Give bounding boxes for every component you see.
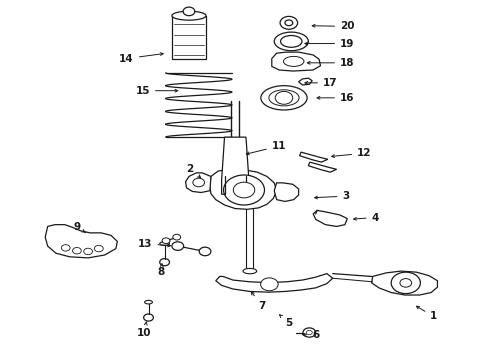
Text: 17: 17 bbox=[305, 78, 338, 88]
Text: 9: 9 bbox=[74, 222, 86, 233]
Polygon shape bbox=[299, 152, 328, 162]
Ellipse shape bbox=[269, 90, 299, 106]
Ellipse shape bbox=[160, 242, 170, 246]
Circle shape bbox=[173, 234, 181, 240]
Ellipse shape bbox=[261, 86, 307, 110]
Circle shape bbox=[306, 330, 312, 335]
Circle shape bbox=[233, 182, 255, 198]
Circle shape bbox=[160, 258, 170, 266]
Circle shape bbox=[275, 91, 293, 104]
Circle shape bbox=[391, 272, 420, 294]
Circle shape bbox=[280, 17, 297, 29]
Circle shape bbox=[162, 238, 170, 244]
Polygon shape bbox=[298, 78, 312, 85]
Polygon shape bbox=[372, 271, 438, 295]
Polygon shape bbox=[216, 274, 333, 292]
Text: 7: 7 bbox=[251, 292, 266, 311]
Text: 10: 10 bbox=[137, 322, 151, 338]
Circle shape bbox=[183, 7, 195, 16]
Text: 12: 12 bbox=[332, 148, 371, 158]
Text: 8: 8 bbox=[157, 264, 165, 277]
Ellipse shape bbox=[274, 32, 308, 51]
Text: 5: 5 bbox=[279, 315, 292, 328]
Ellipse shape bbox=[281, 36, 302, 47]
Circle shape bbox=[144, 314, 153, 321]
Circle shape bbox=[61, 245, 70, 251]
Polygon shape bbox=[274, 183, 298, 202]
Circle shape bbox=[172, 242, 184, 250]
Polygon shape bbox=[221, 137, 249, 194]
Text: 11: 11 bbox=[246, 141, 286, 155]
Text: 19: 19 bbox=[305, 39, 354, 49]
Text: 1: 1 bbox=[416, 306, 438, 321]
Polygon shape bbox=[172, 16, 206, 59]
Text: 2: 2 bbox=[187, 164, 200, 177]
Polygon shape bbox=[272, 52, 320, 71]
Ellipse shape bbox=[243, 269, 257, 274]
Polygon shape bbox=[210, 169, 277, 209]
Text: 13: 13 bbox=[138, 239, 171, 249]
Text: 3: 3 bbox=[315, 191, 350, 201]
Ellipse shape bbox=[172, 11, 206, 20]
Text: 6: 6 bbox=[302, 330, 319, 341]
Circle shape bbox=[84, 248, 93, 255]
Circle shape bbox=[285, 20, 293, 26]
Circle shape bbox=[95, 246, 103, 252]
Polygon shape bbox=[308, 162, 337, 172]
Text: 16: 16 bbox=[317, 93, 354, 103]
Circle shape bbox=[199, 247, 211, 256]
Text: 14: 14 bbox=[119, 53, 163, 64]
Text: 18: 18 bbox=[307, 58, 354, 68]
Text: 15: 15 bbox=[136, 86, 178, 96]
Polygon shape bbox=[186, 173, 211, 193]
Ellipse shape bbox=[284, 57, 304, 66]
Polygon shape bbox=[313, 210, 347, 226]
Polygon shape bbox=[45, 225, 117, 258]
Circle shape bbox=[400, 279, 412, 287]
Text: 4: 4 bbox=[354, 212, 379, 222]
Text: 20: 20 bbox=[312, 21, 354, 31]
Circle shape bbox=[73, 248, 81, 254]
Circle shape bbox=[303, 328, 316, 337]
Circle shape bbox=[193, 178, 204, 187]
Ellipse shape bbox=[145, 300, 152, 304]
Circle shape bbox=[261, 278, 278, 291]
Circle shape bbox=[223, 175, 265, 205]
